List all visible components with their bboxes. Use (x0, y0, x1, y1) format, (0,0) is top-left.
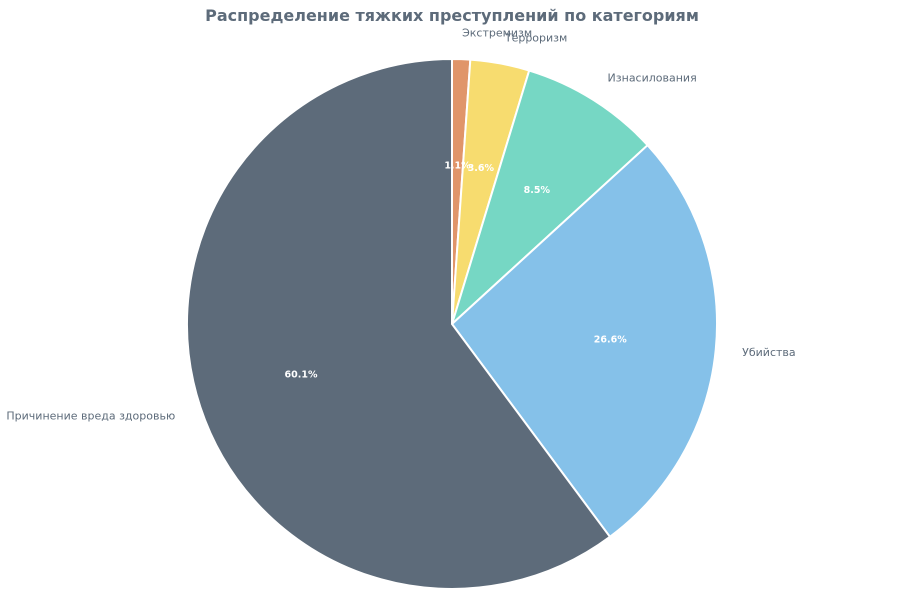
pie-slice-4 (186, 57, 612, 590)
percent-label-4: 60.1% (285, 369, 318, 380)
percent-label-2: 8.5% (524, 185, 551, 196)
percent-label-3: 26.6% (594, 335, 627, 346)
percent-label-1: 3.6% (468, 163, 495, 174)
category-label-3: Убийства (742, 346, 795, 359)
percent-label-0: 1.1% (444, 161, 471, 172)
pie-slice-3 (450, 143, 718, 539)
category-label-4: Причинение вреда здоровью (6, 409, 175, 422)
category-label-1: Терроризм (504, 31, 567, 44)
pie-slices (186, 57, 718, 590)
category-label-0: Экстремизм (462, 27, 532, 40)
percent-labels: 1.1%3.6% 8.5% 26.6% 60.1% (285, 161, 628, 381)
chart-title: Распределение тяжких преступлений по кат… (205, 6, 699, 25)
pie-slice-2 (449, 69, 650, 328)
category-label-2: Изнасилования (608, 71, 697, 84)
